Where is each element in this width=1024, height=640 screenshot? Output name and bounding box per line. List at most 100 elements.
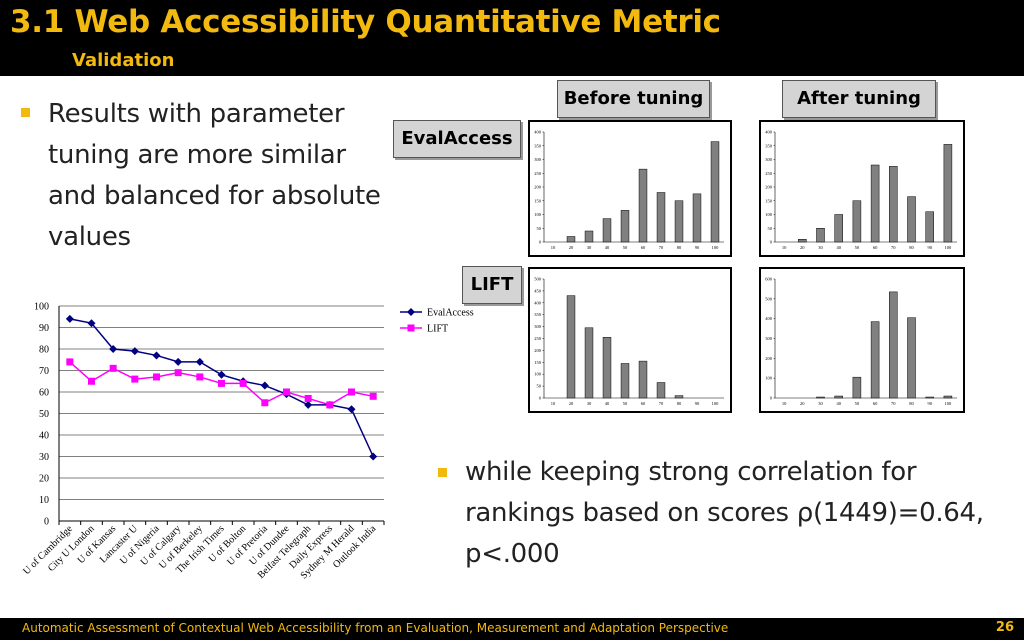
data-point <box>369 392 377 400</box>
x-tick-label: 60 <box>641 401 646 406</box>
histogram-bar <box>674 395 684 399</box>
y-tick-label: 50 <box>537 226 542 231</box>
y-tick-label: 500 <box>765 296 773 301</box>
y-tick-label: 50 <box>537 384 542 389</box>
y-tick-label: 450 <box>534 288 542 293</box>
data-point <box>261 399 269 407</box>
histogram-bar <box>889 291 898 399</box>
x-tick-label: 100 <box>945 245 953 250</box>
y-tick-label: 0 <box>770 240 773 245</box>
x-tick-label: 10 <box>551 401 556 406</box>
y-tick-label: 80 <box>39 345 49 356</box>
histogram-bar <box>907 317 916 399</box>
histogram-bar <box>816 396 825 399</box>
x-tick-label: 50 <box>623 401 628 406</box>
bullet-results: Results with parameter tuning are more s… <box>21 94 388 258</box>
x-tick-label: 30 <box>818 245 823 250</box>
x-tick-label: 70 <box>891 245 896 250</box>
y-tick-label: 150 <box>765 198 773 203</box>
data-point <box>218 379 225 387</box>
histogram-bar <box>692 193 702 243</box>
y-tick-label: 600 <box>765 277 773 282</box>
y-tick-label: 200 <box>765 185 773 190</box>
bullet-results-text: Results with parameter tuning are more s… <box>48 99 381 252</box>
footer-text: Automatic Assessment of Contextual Web A… <box>22 621 729 635</box>
y-tick-label: 200 <box>765 356 773 361</box>
x-tick-label: 60 <box>873 401 878 406</box>
data-point <box>195 357 204 366</box>
histogram-evalaccess-after: 0 50 100 150 200 250 300 350 400 10 20 30 40 50 60 70 80… <box>759 120 965 257</box>
data-point <box>88 377 95 385</box>
histogram-bar <box>656 382 666 399</box>
x-tick-label: 50 <box>855 401 860 406</box>
histogram-evalaccess-after-svg: 0 50 100 150 200 250 300 350 400 10 20 30 40 50 60 70 80… <box>765 130 957 250</box>
histogram-bar <box>710 141 720 243</box>
data-point <box>347 405 356 414</box>
histogram-lift-before-svg: 0 50 100 150 200 250 300 350 400 450 500 10 20 30 40 50… <box>534 277 724 406</box>
series-line <box>69 318 374 457</box>
legend-label: LIFT <box>427 324 448 335</box>
x-tick-label: 50 <box>623 245 628 250</box>
histogram-bar <box>834 395 843 399</box>
y-tick-label: 250 <box>765 171 773 176</box>
y-tick-label: 10 <box>39 495 49 506</box>
histogram-bar <box>584 327 594 399</box>
histogram-bar <box>602 218 612 243</box>
histogram-bar <box>852 376 862 399</box>
x-tick-label: 20 <box>800 401 805 406</box>
y-tick-label: 100 <box>765 212 773 217</box>
y-tick-label: 300 <box>765 336 773 341</box>
x-tick-label: 40 <box>605 245 610 250</box>
x-tick-label: 30 <box>587 401 592 406</box>
x-tick-label: 90 <box>695 245 700 250</box>
x-tick-label: 80 <box>677 401 682 406</box>
x-tick-label: 60 <box>641 245 646 250</box>
histogram-bar <box>798 239 807 243</box>
label-evalaccess: EvalAccess <box>393 120 521 158</box>
data-point <box>87 319 96 328</box>
data-point <box>260 381 269 390</box>
y-tick-label: 350 <box>534 143 542 148</box>
data-point <box>66 358 74 366</box>
data-point <box>131 375 139 383</box>
data-point <box>196 373 204 381</box>
y-tick-label: 350 <box>534 312 542 317</box>
histogram-bar <box>584 230 594 243</box>
histogram-bar <box>638 168 648 243</box>
x-tick-label: 40 <box>836 401 841 406</box>
x-tick-label: 80 <box>909 245 914 250</box>
histogram-bar <box>638 360 648 399</box>
data-point <box>174 369 182 377</box>
y-tick-label: 300 <box>765 157 773 162</box>
y-tick-label: 50 <box>39 409 49 420</box>
bullet-square-icon <box>438 468 447 477</box>
slide-title: 3.1 Web Accessibility Quantitative Metri… <box>10 4 721 40</box>
bullet-correlation: while keeping strong correlation for ran… <box>438 452 1024 575</box>
data-point <box>130 347 139 356</box>
histogram-lift-after-svg: 0 100 200 300 400 500 600 10 20 30 40 50 60 70 80 90 100 <box>765 277 957 406</box>
y-tick-label: 250 <box>534 171 542 176</box>
x-tick-label: 10 <box>782 401 787 406</box>
data-point <box>239 379 247 387</box>
x-tick-label: 80 <box>909 401 914 406</box>
histogram-lift-after: 0 100 200 300 400 500 600 10 20 30 40 50 60 70 80 90 100 <box>759 267 965 413</box>
x-tick-label: 40 <box>836 245 841 250</box>
y-tick-label: 400 <box>534 300 542 305</box>
x-tick-label: 70 <box>659 401 664 406</box>
x-tick-label: 30 <box>818 401 823 406</box>
y-tick-label: 500 <box>534 277 542 282</box>
x-tick-label: 60 <box>873 245 878 250</box>
data-point <box>65 314 74 323</box>
label-after-tuning: After tuning <box>782 80 936 118</box>
y-tick-label: 0 <box>44 517 49 528</box>
x-tick-label: 50 <box>855 245 860 250</box>
histogram-evalaccess-before-svg: 0 50 100 150 200 250 300 350 400 10 20 30 40 50 60 70 80… <box>534 130 724 250</box>
x-tick-label: 70 <box>659 245 664 250</box>
data-point <box>109 364 117 372</box>
y-tick-label: 40 <box>39 431 49 442</box>
data-point <box>153 373 160 381</box>
x-tick-label: 30 <box>587 245 592 250</box>
x-tick-label: 90 <box>927 245 932 250</box>
histogram-bar <box>870 164 880 243</box>
